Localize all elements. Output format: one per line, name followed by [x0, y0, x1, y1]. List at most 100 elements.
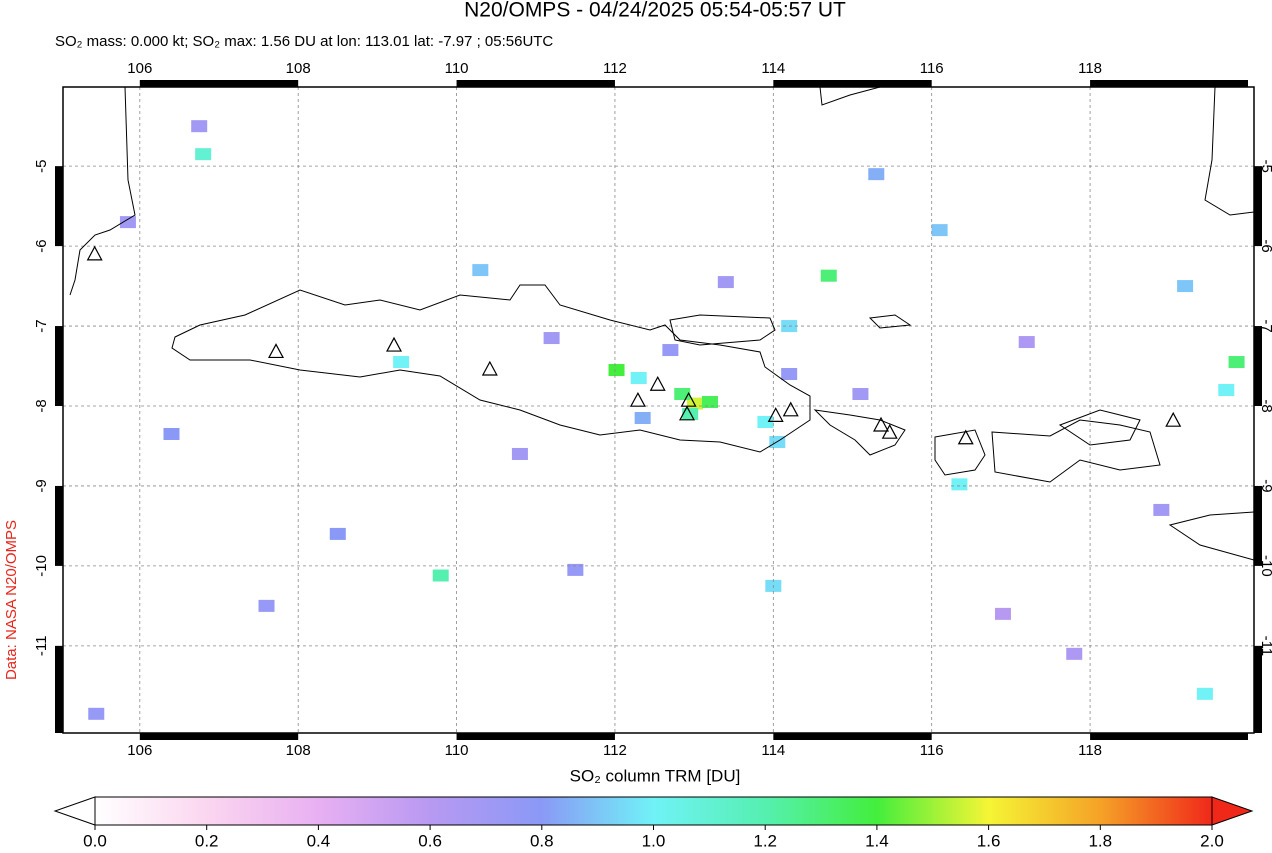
- frame-segment: [139, 80, 299, 87]
- colorbar-tick-label: 1.6: [977, 831, 1001, 850]
- volcano: [649, 375, 666, 391]
- so2-pixel: [163, 427, 180, 440]
- so2-pixel: [852, 388, 869, 401]
- axes: 106 106 108 108 110 110 112 112 114 114 116 116 118 1…: [33, 60, 1272, 759]
- x-tick-label: 116: [920, 60, 944, 77]
- colorbar-arrow-high: [1211, 796, 1254, 826]
- y-tick-label: -5: [33, 159, 50, 172]
- so2-pixel: [258, 599, 275, 612]
- coastline-sulawesi: [1204, 87, 1254, 216]
- x-tick-label: 106: [127, 60, 152, 77]
- volcanoes: [86, 245, 1182, 445]
- colorbar-tick-label: 0.8: [530, 831, 554, 850]
- frame-segment: [456, 80, 615, 87]
- y-tick-label: -10: [1258, 555, 1272, 577]
- frame-segment: [55, 166, 63, 247]
- x-tick-label: 108: [286, 60, 311, 77]
- frame-segment: [1090, 80, 1248, 87]
- volcano: [767, 407, 784, 422]
- so2-pixel: [1153, 503, 1170, 516]
- y-tick-label: -9: [33, 479, 50, 492]
- colorbar-tick-label: 0.2: [195, 831, 219, 850]
- colorbar-gradient: [94, 796, 1213, 826]
- grid: [63, 87, 1254, 733]
- x-tick-label: 118: [1078, 60, 1102, 77]
- frame-segment: [773, 733, 932, 740]
- x-tick-label: 116: [920, 742, 944, 759]
- so2-pixel: [781, 368, 798, 381]
- frame-segment: [1090, 733, 1248, 740]
- so2-pixel: [1196, 687, 1213, 700]
- volcano: [782, 401, 799, 417]
- coastline-sumatra: [69, 87, 136, 296]
- y-tick-label: -6: [33, 239, 50, 252]
- so2-pixel: [634, 411, 651, 424]
- colorbar-tick-label: 0.4: [307, 831, 331, 850]
- so2-pixel: [567, 563, 584, 576]
- volcano: [386, 336, 403, 352]
- so2-pixel: [472, 264, 489, 277]
- x-tick-label: 106: [127, 742, 152, 759]
- frame-segment: [456, 733, 615, 740]
- so2-pixel: [329, 527, 346, 540]
- so2-pixel: [1228, 356, 1245, 369]
- frame-segment: [139, 733, 299, 740]
- pixel-layer: [88, 120, 1245, 720]
- coastline-sumbawa: [991, 419, 1161, 483]
- so2-pixel: [191, 120, 208, 133]
- so2-pixel: [662, 344, 679, 357]
- volcano: [957, 429, 974, 445]
- x-tick-label: 114: [761, 60, 785, 77]
- frame-segment: [55, 645, 63, 733]
- x-tick-label: 114: [761, 742, 785, 759]
- coastline-sumba: [1168, 511, 1254, 561]
- x-tick-label: 110: [445, 742, 469, 759]
- so2-pixel: [1218, 384, 1235, 397]
- title: N20/OMPS - 04/24/2025 05:54-05:57 UT: [464, 0, 846, 22]
- colorbar-tick-label: 1.0: [642, 831, 666, 850]
- frame-segment: [1254, 166, 1262, 247]
- colorbar-tick-label: 1.2: [753, 831, 777, 850]
- y-tick-label: -7: [33, 319, 50, 332]
- x-tick-label: 110: [445, 60, 469, 77]
- so2-pixel: [820, 269, 837, 282]
- coastline-islands: [868, 314, 1141, 446]
- coastline-lombok: [934, 429, 986, 476]
- subtitle: SO₂ mass: 0.000 kt; SO₂ max: 1.56 DU at …: [55, 33, 553, 50]
- so2-pixel: [195, 148, 212, 161]
- y-tick-label: -6: [1258, 239, 1272, 252]
- colorbar-label: SO₂ column TRM [DU]: [570, 766, 741, 785]
- frame-segment: [773, 80, 932, 87]
- map-frame: [62, 86, 1255, 734]
- so2-pixel: [1018, 336, 1035, 349]
- x-tick-label: 108: [286, 742, 311, 759]
- so2-pixel: [701, 396, 718, 409]
- coastline-java: [171, 284, 811, 453]
- coastlines: [69, 87, 1254, 561]
- colorbar-tick-label: 0.6: [418, 831, 442, 850]
- volcano: [873, 416, 890, 432]
- volcano: [679, 405, 696, 421]
- so2-pixel: [682, 407, 699, 420]
- y-tick-label: -10: [33, 555, 50, 577]
- frame-segment: [55, 485, 63, 566]
- frame-segment: [1254, 326, 1262, 407]
- colorbar: 0.0 0.2 0.4 0.6 0.8 1.0 1.2 1.4 1.6 1.8 2.0: [53, 796, 1254, 850]
- colorbar-tick-label: 1.8: [1088, 831, 1112, 850]
- so2-pixel: [1066, 647, 1083, 660]
- colorbar-tick-label: 2.0: [1200, 831, 1224, 850]
- so2-pixel: [511, 447, 528, 460]
- credit: Data: NASA N20/OMPS: [3, 520, 20, 680]
- so2-pixel: [630, 372, 647, 385]
- x-tick-label: 118: [1078, 742, 1102, 759]
- so2-pixel: [432, 569, 449, 582]
- so2-pixel: [608, 364, 625, 377]
- so2-pixel: [994, 607, 1011, 620]
- so2-pixel: [951, 478, 968, 491]
- volcano: [268, 343, 285, 359]
- so2-pixel: [543, 332, 560, 345]
- volcano: [881, 423, 898, 439]
- x-tick-label: 112: [603, 742, 627, 759]
